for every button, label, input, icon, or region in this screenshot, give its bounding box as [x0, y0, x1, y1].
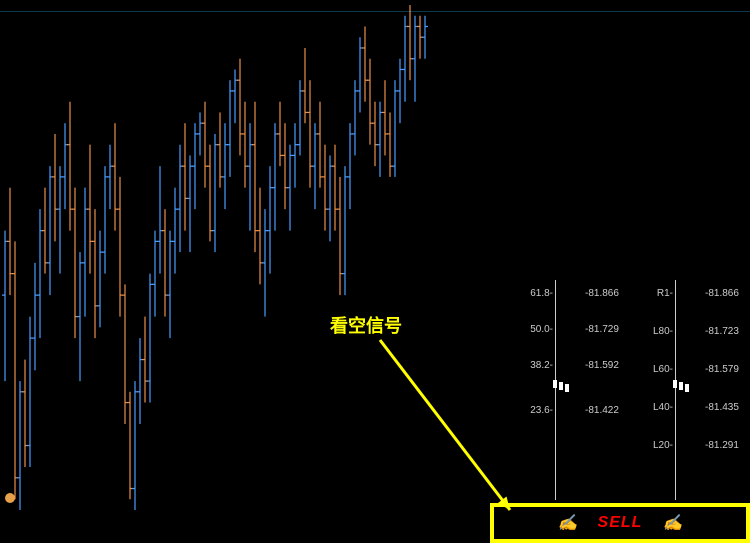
- sell-signal-box[interactable]: ✍ SELL ✍: [490, 503, 750, 543]
- fib-tick: [559, 382, 563, 390]
- fib-tick: [565, 384, 569, 392]
- signature-icon: ✍: [662, 513, 682, 533]
- sell-label: SELL: [598, 514, 643, 532]
- price-bar-chart[interactable]: [0, 0, 750, 543]
- fib-tick: [553, 380, 557, 388]
- level-tick: [685, 384, 689, 392]
- signature-icon: ✍: [558, 513, 578, 533]
- level-vline: [675, 280, 676, 500]
- trading-chart-screenshot: { "canvas": { "width": 750, "height": 54…: [0, 0, 750, 543]
- fib-vline: [555, 280, 556, 500]
- level-tick: [673, 380, 677, 388]
- level-tick: [679, 382, 683, 390]
